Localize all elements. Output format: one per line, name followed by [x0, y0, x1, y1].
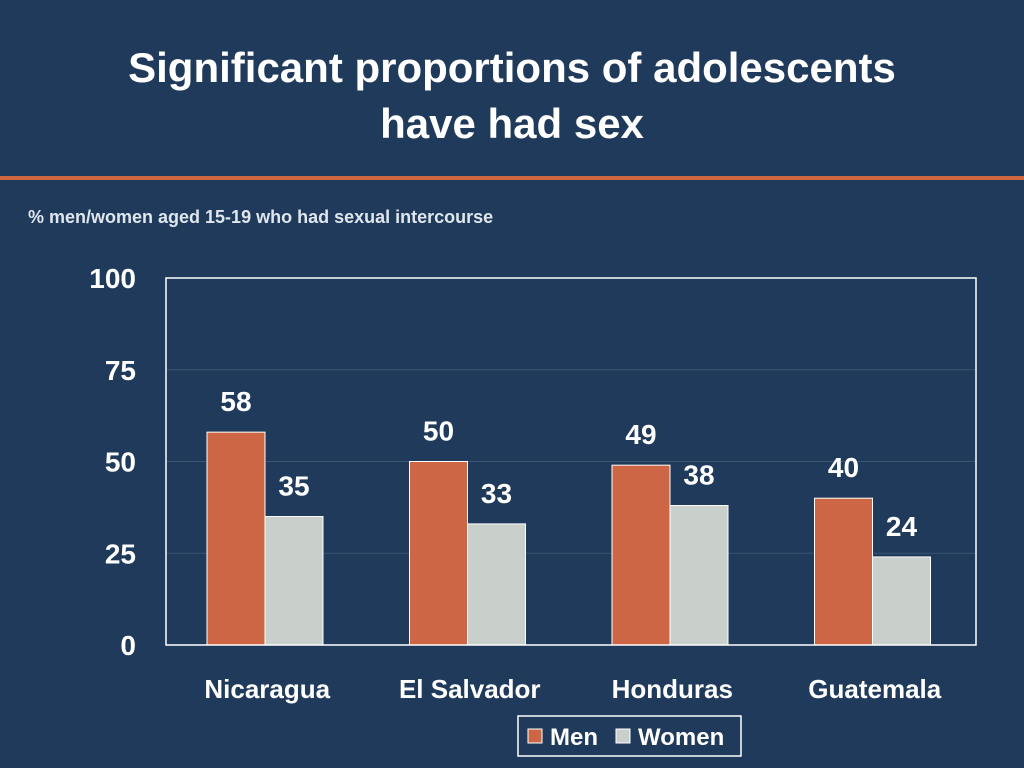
title-divider [0, 176, 1024, 180]
data-label: 24 [886, 511, 918, 542]
legend-label-women: Women [638, 724, 724, 751]
bar-women [872, 556, 931, 646]
x-category-label: Nicaragua [204, 674, 330, 704]
legend-swatch-men [527, 728, 543, 744]
bar-men [611, 464, 671, 646]
x-category-label: El Salvador [399, 674, 541, 704]
legend-swatch-women [615, 728, 631, 744]
slide-title-line-1: Significant proportions of adolescents [128, 44, 896, 91]
data-label: 40 [828, 452, 859, 483]
legend-box [517, 715, 742, 757]
y-tick-label: 75 [105, 355, 136, 386]
slide-title: Significant proportions of adolescents h… [0, 40, 1024, 152]
x-category-label: Guatemala [808, 674, 941, 704]
data-label: 50 [423, 416, 454, 447]
bar-women [264, 516, 324, 646]
x-category-label: Honduras [612, 674, 733, 704]
data-label: 58 [220, 386, 251, 417]
y-tick-label: 25 [105, 538, 136, 569]
y-tick-label: 100 [89, 263, 136, 294]
bar-men [409, 461, 468, 646]
bar-women [467, 523, 526, 646]
bar-men [814, 497, 873, 646]
data-label: 35 [278, 471, 309, 502]
y-tick-label: 50 [105, 447, 136, 478]
bar-women [669, 505, 729, 646]
data-label: 38 [683, 460, 714, 491]
chart-subtitle: % men/women aged 15-19 who had sexual in… [28, 207, 494, 227]
data-label: 33 [481, 478, 512, 509]
data-label: 49 [625, 419, 656, 450]
bar-men [206, 431, 266, 646]
slide-title-line-2: have had sex [380, 100, 644, 147]
legend-label-men: Men [550, 724, 598, 751]
plot-area-border [165, 277, 977, 646]
y-tick-label: 0 [120, 630, 136, 661]
